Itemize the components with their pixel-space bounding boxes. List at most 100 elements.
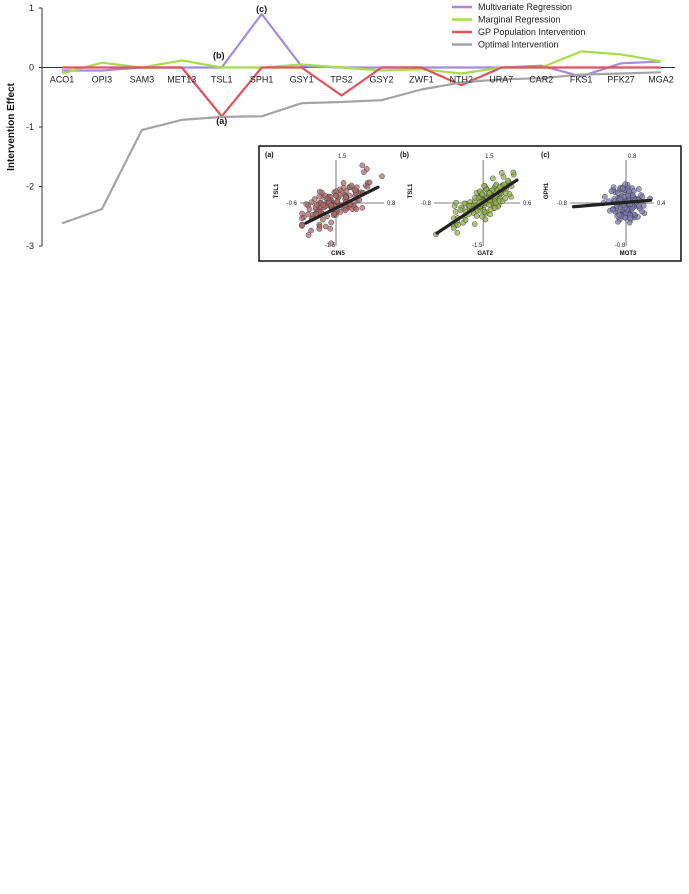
scatter-point: [622, 181, 628, 187]
scatter-point: [616, 212, 623, 218]
scatter-point: [498, 169, 505, 176]
inset-y-tick: 0.8: [628, 154, 637, 160]
annotation-label: (b): [213, 51, 225, 61]
scatter-point: [322, 192, 328, 199]
scatter-point: [313, 202, 320, 208]
x-tick-labels: ACO1 OPI3 SAM3 MET13 TSL1 SPH1 GSY1 TPS2 GSY2 ZWF…: [50, 75, 674, 85]
series-line-optimal-intervention: [61, 71, 662, 225]
inset-x-tick: -0.6: [287, 201, 298, 207]
scatter-point: [320, 202, 327, 208]
x-tick-label: MGA2: [648, 75, 674, 85]
scatter-point: [486, 190, 493, 196]
scatter-point: [379, 173, 385, 180]
scatter-point: [454, 229, 461, 236]
inset-y-label: GPH1: [544, 182, 550, 199]
scatter-point: [303, 201, 310, 207]
scatter-point: [492, 200, 499, 207]
scatter-point: [299, 210, 305, 217]
annotation-label: (a): [216, 116, 227, 126]
scatter-point: [455, 222, 461, 228]
scatter-point: [636, 186, 642, 192]
scatter-point: [306, 206, 313, 213]
inset-x-tick: 0.8: [387, 201, 396, 207]
scatter-point: [505, 177, 511, 184]
scatter-point: [493, 181, 500, 188]
inset-y-tick: 1.5: [485, 154, 494, 160]
series-line-marginal-regression: [61, 50, 662, 75]
scatter-point: [610, 184, 617, 190]
x-tick-label: GSY2: [369, 75, 393, 85]
scatter-point: [328, 240, 335, 247]
x-tick-label: CAR2: [529, 75, 553, 85]
scatter-point: [328, 219, 335, 226]
y-tick-label: -1: [26, 122, 34, 132]
scatter-point: [316, 188, 323, 195]
scatter-point: [479, 191, 486, 198]
inset-x-label: CIN5: [331, 251, 345, 257]
scatter-point: [466, 202, 473, 209]
scatter-point: [305, 232, 312, 238]
inset-y-tick: -1.5: [472, 243, 483, 249]
scatter-point: [610, 206, 616, 213]
scatter-point: [629, 205, 636, 212]
scatter-point: [322, 223, 329, 230]
x-tick-label: MET13: [167, 75, 196, 85]
y-tick-label: 0: [29, 63, 34, 73]
scatter-point: [473, 213, 480, 219]
legend-entry: Marginal Regression: [478, 15, 561, 25]
inset-y-label: TSL1: [274, 183, 280, 198]
inset-panel-letter: (b): [400, 152, 409, 159]
scatter-point: [486, 201, 492, 208]
x-tick-label: TPS2: [330, 75, 353, 85]
x-tick-label: FKS1: [570, 75, 593, 85]
x-tick-label: SPH1: [250, 75, 274, 85]
inset-x-label: MOT3: [620, 251, 637, 257]
inset-x-label: GAT2: [477, 251, 493, 257]
scatter-point: [629, 192, 636, 198]
scatter-point: [452, 208, 459, 215]
x-tick-label: PFK27: [607, 75, 635, 85]
legend-entry: Optimal Intervention: [478, 40, 559, 50]
inset-x-tick: 0.6: [523, 201, 532, 207]
scatter-point: [502, 190, 509, 196]
annotation-label: (c): [256, 4, 267, 14]
inset-panel-letter: (c): [541, 152, 550, 159]
scatter-point: [461, 200, 468, 207]
fit-line: [304, 185, 380, 225]
scatter-point: [328, 202, 334, 209]
x-tick-label: ACO1: [50, 75, 75, 85]
scatter-point: [481, 208, 488, 215]
series-line-gp-population-intervention: [62, 66, 661, 118]
scatter-point: [342, 207, 349, 213]
scatter-point: [305, 211, 311, 218]
inset-y-tick: -1.5: [325, 243, 336, 249]
scatter-point: [622, 214, 629, 221]
fit-line: [571, 198, 653, 209]
scatter-point: [299, 215, 305, 221]
x-tick-label: URA7: [489, 75, 513, 85]
inset-scatter-panel: (a) -0.6 0.8 1.5 -1.5 CIN5 TSL1 (b) -0.8 0.6 1.5 -1…: [258, 145, 682, 262]
chart-series: [61, 12, 662, 225]
scatter-point: [366, 179, 373, 186]
scatter-point: [481, 183, 487, 189]
scatter-point: [487, 211, 493, 218]
x-tick-label: OPI3: [92, 75, 113, 85]
y-axis-title: Intervention Effect: [6, 82, 17, 170]
scatter-point: [361, 169, 367, 175]
scatter-point: [359, 162, 366, 169]
scatter-point: [453, 199, 459, 206]
scatter-point: [639, 208, 645, 215]
scatter-point: [502, 195, 509, 202]
y-tick-label: 1: [29, 3, 34, 13]
scatter-point: [340, 185, 347, 191]
scatter-point: [615, 218, 621, 225]
x-tick-label: SAM3: [130, 75, 155, 85]
scatter-point: [510, 169, 517, 176]
scatter-point: [348, 182, 355, 189]
inset-y-tick: -0.8: [615, 243, 626, 249]
inset-y-label: TSL1: [408, 183, 414, 198]
scatter-point: [316, 226, 323, 232]
scatter-point: [602, 193, 608, 200]
scatter-point: [308, 199, 315, 205]
intervention-effect-chart: 1 0 -1 -2 -3 Intervention Effect ACO1 OPI3 SAM3…: [6, 2, 682, 262]
